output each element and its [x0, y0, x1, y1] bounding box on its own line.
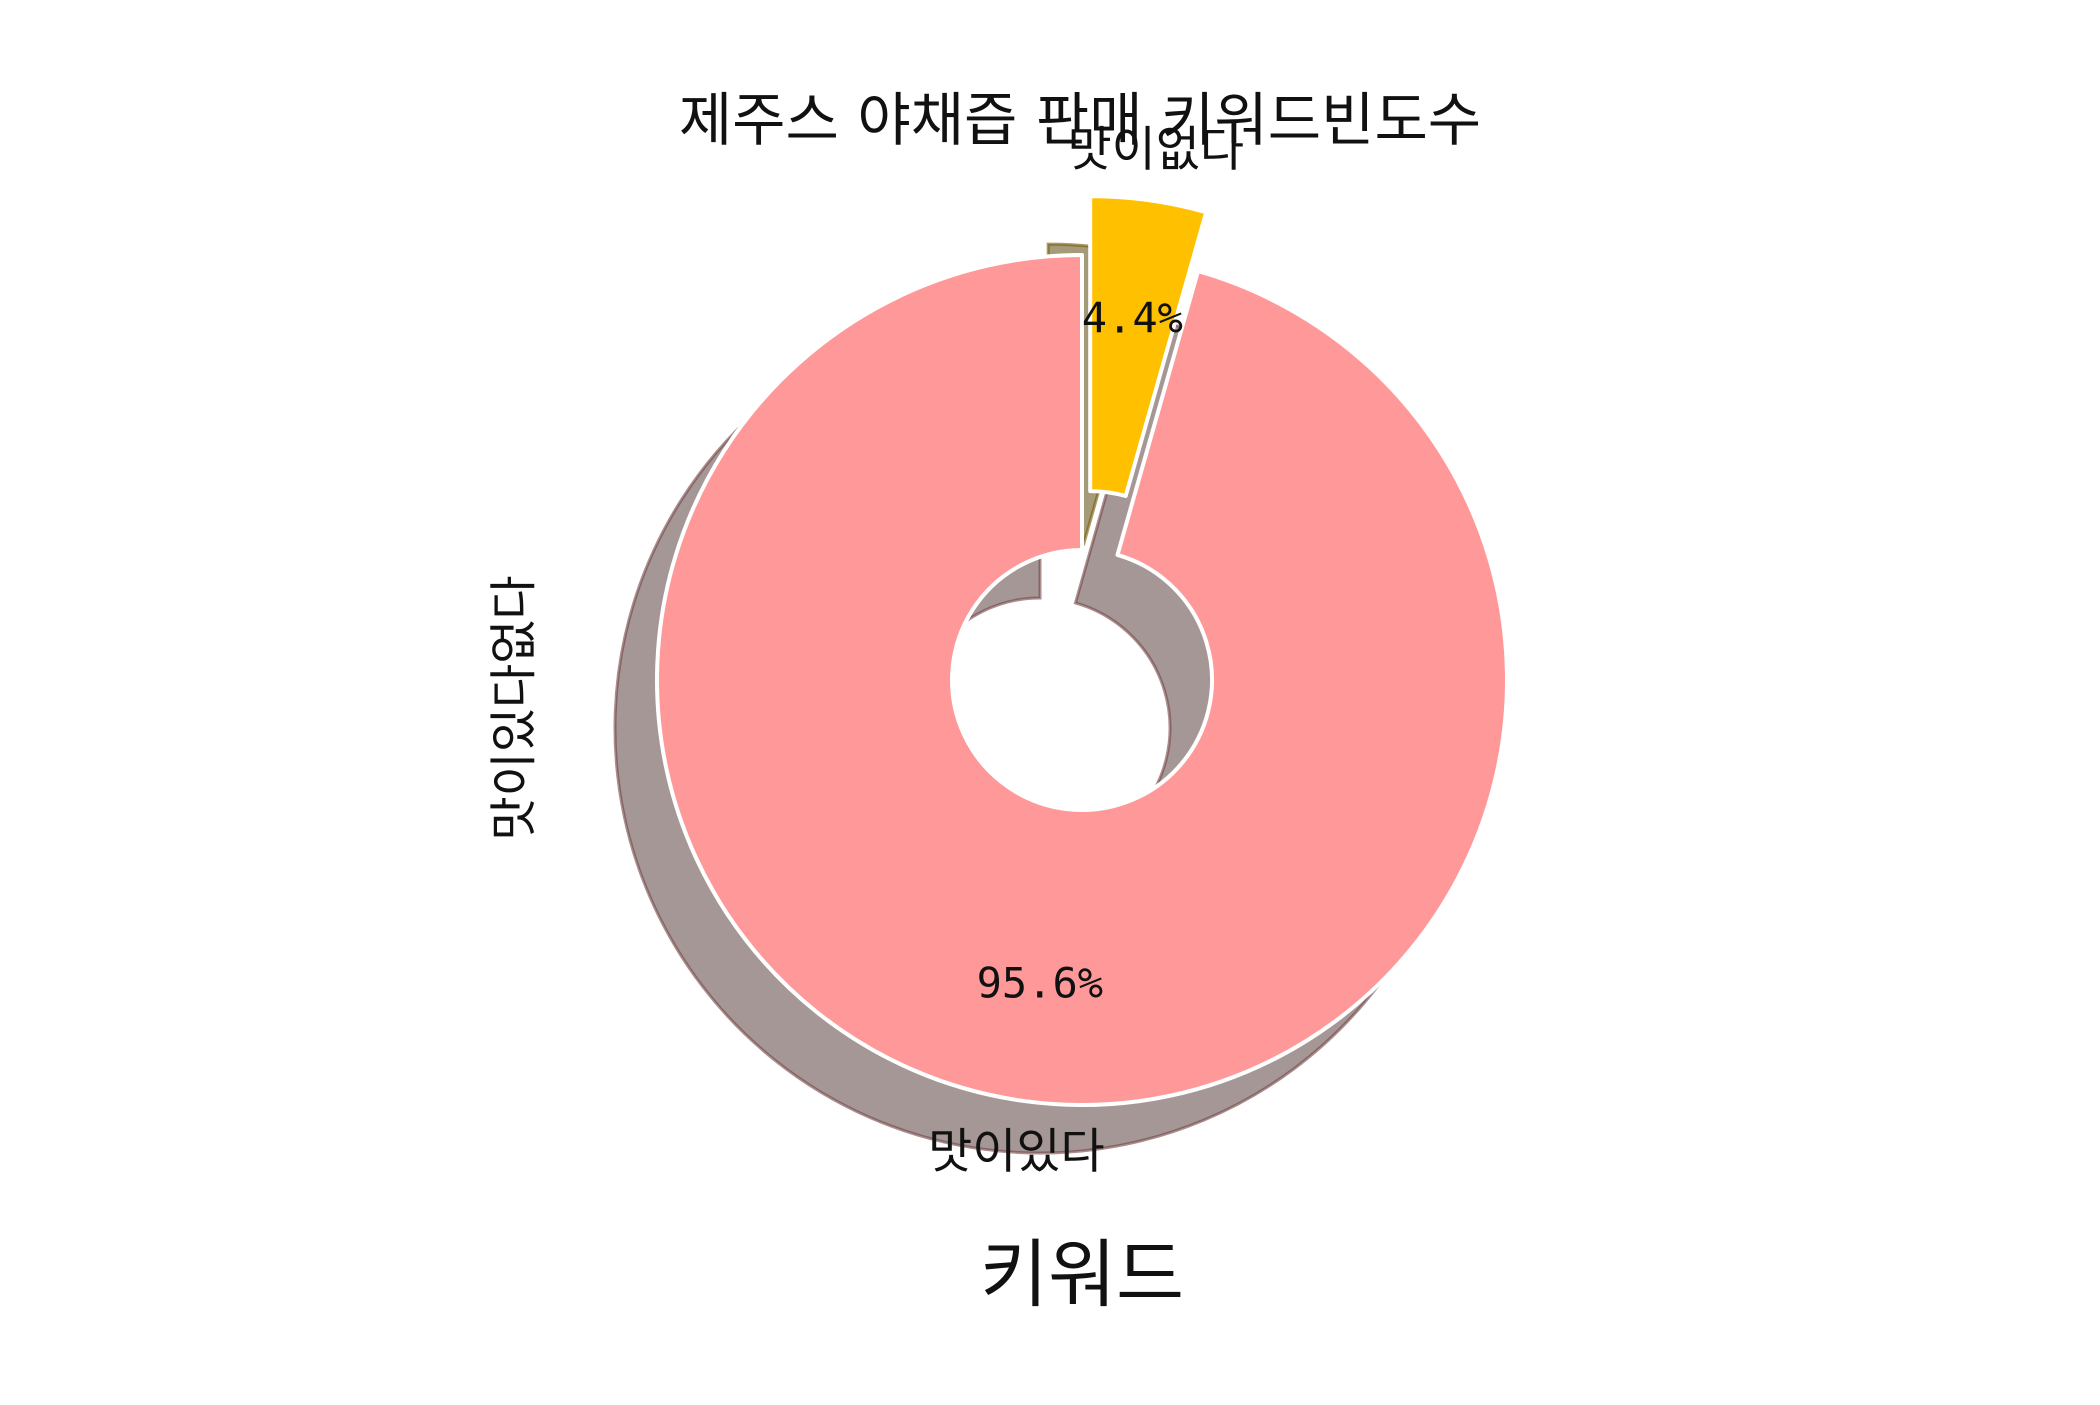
slice-category-label: 맛이없다 [1067, 122, 1244, 178]
y-axis-label: 맛이있다없다 [486, 576, 542, 841]
pie-slice-2 [1088, 194, 1209, 499]
pie-labels: 맛이있다 95.6% 맛이없다 4.4% [928, 122, 1244, 1180]
x-axis-label: 키워드 [980, 1232, 1184, 1318]
pie-slice-1 [654, 253, 1509, 1107]
chart-title: 제주스 야채즙 판매 키워드빈도수 [679, 86, 1481, 154]
slice-value-label: 4.4% [1082, 293, 1183, 342]
slice-value-label: 95.6% [977, 959, 1103, 1008]
slice-category-label: 맛이있다 [928, 1123, 1105, 1179]
pie-slices [654, 194, 1509, 1107]
